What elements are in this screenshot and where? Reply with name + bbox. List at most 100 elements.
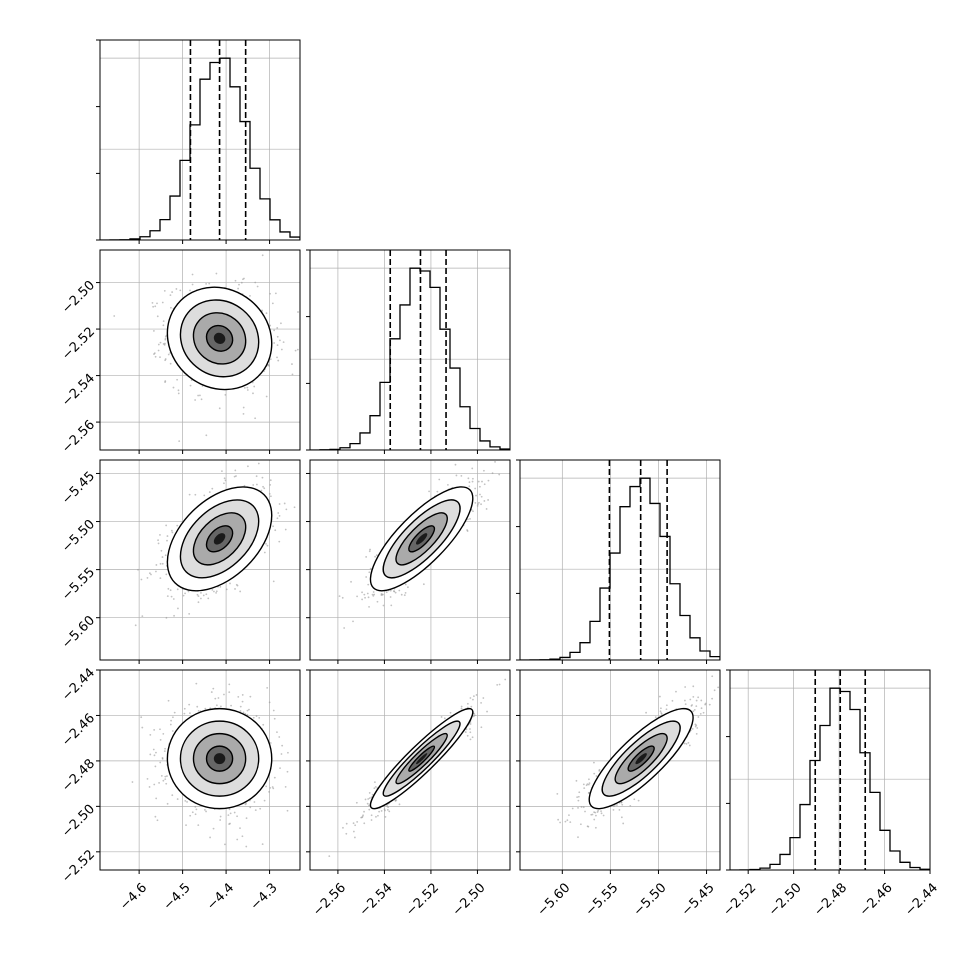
sample-point <box>366 592 369 595</box>
sample-point <box>486 710 488 713</box>
sample-point <box>460 705 463 708</box>
sample-point <box>246 709 249 712</box>
sample-point <box>471 480 474 483</box>
sample-point <box>223 477 226 480</box>
sample-point <box>269 479 272 482</box>
sample-point <box>362 814 364 817</box>
sample-point <box>234 588 236 590</box>
sample-point <box>167 353 170 356</box>
sample-point <box>593 761 595 764</box>
sample-point <box>595 775 598 777</box>
sample-point <box>582 806 585 809</box>
sample-point <box>569 821 572 823</box>
sample-point <box>393 590 395 592</box>
panel-content <box>310 670 510 870</box>
sample-point <box>496 683 499 686</box>
sample-point <box>281 744 284 747</box>
sample-point <box>645 711 647 714</box>
sample-point <box>191 811 194 814</box>
sample-point <box>356 821 359 823</box>
sample-point <box>699 712 702 715</box>
sample-point <box>164 554 167 557</box>
sample-point <box>365 576 368 578</box>
sample-point <box>177 392 180 395</box>
sample-point <box>481 480 483 483</box>
sample-point <box>148 572 151 575</box>
sample-point <box>343 627 346 629</box>
sample-point <box>368 797 371 800</box>
sample-point <box>280 348 283 351</box>
sample-point <box>474 501 477 504</box>
sample-point <box>240 281 243 284</box>
panel-frame <box>99 669 301 871</box>
sample-point <box>202 594 205 597</box>
sample-point <box>249 294 251 297</box>
panel-frame <box>519 459 721 661</box>
sample-point <box>584 810 586 813</box>
histogram <box>310 267 510 450</box>
sample-point <box>354 824 357 827</box>
sample-point <box>203 808 206 811</box>
sample-point <box>687 741 690 744</box>
sample-point <box>246 389 249 391</box>
sample-point <box>469 697 472 699</box>
sample-point <box>252 716 255 719</box>
sample-point <box>373 781 376 784</box>
sample-point <box>233 811 236 814</box>
histogram <box>100 57 300 240</box>
panel-2-0 <box>96 459 301 664</box>
sample-point <box>455 474 458 477</box>
sample-point <box>691 727 694 730</box>
sample-point <box>365 556 368 558</box>
sample-point <box>469 738 472 741</box>
sample-point <box>152 305 155 308</box>
sample-point <box>239 705 242 708</box>
sample-point <box>291 363 293 365</box>
sample-point <box>194 493 197 496</box>
sample-point <box>263 551 266 554</box>
sample-point <box>159 738 162 741</box>
sample-point <box>477 503 479 506</box>
sample-point <box>211 487 214 490</box>
sample-point <box>711 675 714 678</box>
sample-point <box>161 301 164 304</box>
sample-point <box>269 495 272 498</box>
sample-point <box>271 302 274 305</box>
sample-point <box>229 822 231 825</box>
sample-point <box>263 799 266 802</box>
sample-point <box>196 705 199 708</box>
x-tick-label: −2.50 <box>450 880 489 919</box>
sample-point <box>449 711 452 714</box>
sample-point <box>134 624 137 627</box>
sample-point <box>277 359 280 362</box>
sample-point <box>162 324 165 327</box>
sample-point <box>368 571 371 574</box>
sample-point <box>268 365 271 367</box>
sample-point <box>575 779 578 782</box>
sample-point <box>368 804 370 807</box>
sample-point <box>210 691 213 693</box>
sample-point <box>183 712 186 715</box>
sample-point <box>265 312 268 315</box>
sample-point <box>215 272 218 275</box>
sample-point <box>197 394 200 397</box>
panel-3-3 <box>726 669 931 874</box>
sample-point <box>211 589 214 591</box>
x-tick-label: −5.50 <box>631 880 670 919</box>
sample-point <box>387 806 390 809</box>
sample-point <box>460 707 463 710</box>
sample-point <box>276 356 278 359</box>
sample-point <box>208 491 211 493</box>
sample-point <box>268 492 271 495</box>
sample-point <box>137 568 139 571</box>
sample-point <box>468 485 471 488</box>
sample-point <box>352 830 355 833</box>
sample-point <box>660 713 663 715</box>
sample-point <box>241 694 244 696</box>
sample-point <box>585 784 588 787</box>
sample-point <box>228 808 231 811</box>
sample-point <box>161 556 164 558</box>
sample-point <box>577 836 579 839</box>
sample-point <box>209 836 211 839</box>
sample-point <box>278 540 281 543</box>
